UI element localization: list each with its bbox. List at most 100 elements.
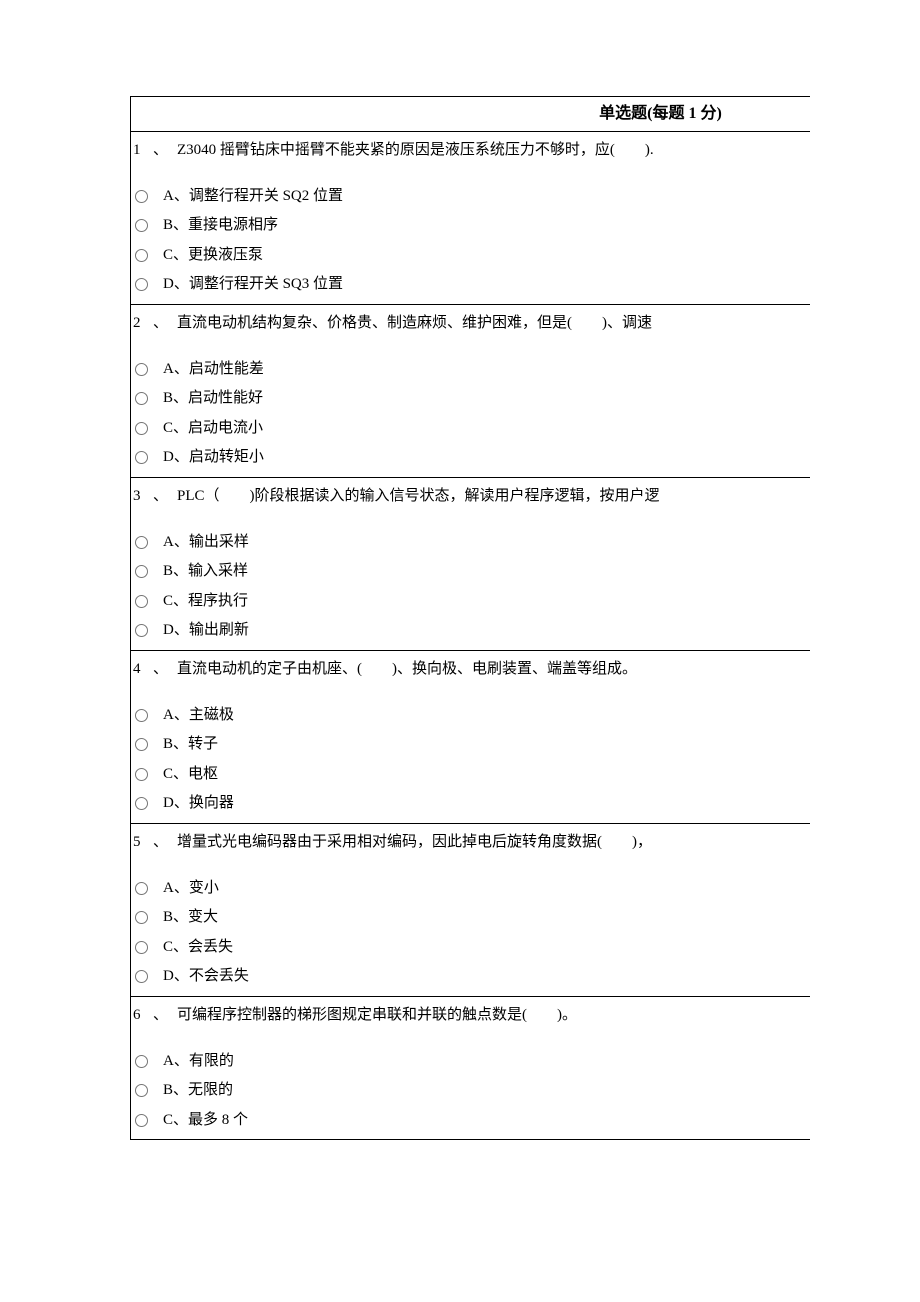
question-6: 6 、 可编程序控制器的梯形图规定串联和并联的触点数是( )。 A、有限的 B、… — [131, 997, 810, 1140]
option-text: A、变小 — [155, 876, 810, 902]
option-row: B、转子 — [131, 730, 810, 760]
option-radio[interactable] — [135, 709, 148, 722]
options-list: A、变小 B、变大 C、会丢失 D、不会丢失 — [131, 874, 810, 996]
option-row: B、启动性能好 — [131, 384, 810, 414]
option-radio[interactable] — [135, 970, 148, 983]
question-5: 5 、 增量式光电编码器由于采用相对编码，因此掉电后旋转角度数据( )， A、变… — [131, 824, 810, 997]
option-row: B、变大 — [131, 903, 810, 933]
option-text: B、转子 — [155, 732, 810, 758]
option-radio[interactable] — [135, 565, 148, 578]
options-list: A、调整行程开关 SQ2 位置 B、重接电源相序 C、更换液压泵 D、调整行程开… — [131, 182, 810, 304]
option-row: C、程序执行 — [131, 587, 810, 617]
question-number: 2 — [133, 311, 153, 335]
option-radio[interactable] — [135, 941, 148, 954]
option-radio[interactable] — [135, 1055, 148, 1068]
question-stem: 直流电动机的定子由机座、( )、换向极、电刷装置、端盖等组成。 — [177, 657, 808, 681]
question-number: 5 — [133, 830, 153, 854]
option-text: C、更换液压泵 — [155, 243, 810, 269]
option-text: B、变大 — [155, 905, 810, 931]
question-4: 4 、 直流电动机的定子由机座、( )、换向极、电刷装置、端盖等组成。 A、主磁… — [131, 651, 810, 824]
option-text: A、启动性能差 — [155, 357, 810, 383]
option-row: D、输出刷新 — [131, 616, 810, 646]
option-text: B、启动性能好 — [155, 386, 810, 412]
question-number: 3 — [133, 484, 153, 508]
question-separator: 、 — [153, 484, 177, 508]
question-3: 3 、 PLC（ )阶段根据读入的输入信号状态，解读用户程序逻辑，按用户逻 A、… — [131, 478, 810, 651]
option-row: A、变小 — [131, 874, 810, 904]
option-row: B、输入采样 — [131, 557, 810, 587]
option-text: C、会丢失 — [155, 935, 810, 961]
option-text: C、程序执行 — [155, 589, 810, 615]
option-radio[interactable] — [135, 249, 148, 262]
option-text: A、主磁极 — [155, 703, 810, 729]
option-radio[interactable] — [135, 1114, 148, 1127]
question-1: 1 、 Z3040 摇臂钻床中摇臂不能夹紧的原因是液压系统压力不够时，应( ).… — [131, 132, 810, 305]
option-radio[interactable] — [135, 536, 148, 549]
option-text: A、调整行程开关 SQ2 位置 — [155, 184, 810, 210]
question-separator: 、 — [153, 138, 177, 162]
option-radio[interactable] — [135, 882, 148, 895]
option-text: B、无限的 — [155, 1078, 810, 1104]
option-text: D、调整行程开关 SQ3 位置 — [155, 272, 810, 298]
option-row: A、启动性能差 — [131, 355, 810, 385]
option-radio[interactable] — [135, 451, 148, 464]
option-text: C、启动电流小 — [155, 416, 810, 442]
question-stem: 可编程序控制器的梯形图规定串联和并联的触点数是( )。 — [177, 1003, 808, 1027]
question-separator: 、 — [153, 1003, 177, 1027]
option-radio[interactable] — [135, 911, 148, 924]
option-row: C、启动电流小 — [131, 414, 810, 444]
option-row: A、有限的 — [131, 1047, 810, 1077]
option-radio[interactable] — [135, 190, 148, 203]
section-header: 单选题(每题 1 分) — [131, 97, 810, 132]
option-radio[interactable] — [135, 595, 148, 608]
option-radio[interactable] — [135, 392, 148, 405]
option-radio[interactable] — [135, 1084, 148, 1097]
question-separator: 、 — [153, 657, 177, 681]
options-list: A、启动性能差 B、启动性能好 C、启动电流小 D、启动转矩小 — [131, 355, 810, 477]
options-list: A、输出采样 B、输入采样 C、程序执行 D、输出刷新 — [131, 528, 810, 650]
option-text: C、最多 8 个 — [155, 1108, 810, 1134]
question-number: 6 — [133, 1003, 153, 1027]
option-row: D、调整行程开关 SQ3 位置 — [131, 270, 810, 300]
option-radio[interactable] — [135, 624, 148, 637]
option-text: B、重接电源相序 — [155, 213, 810, 239]
option-text: B、输入采样 — [155, 559, 810, 585]
option-row: C、更换液压泵 — [131, 241, 810, 271]
option-text: A、有限的 — [155, 1049, 810, 1075]
option-row: A、调整行程开关 SQ2 位置 — [131, 182, 810, 212]
option-radio[interactable] — [135, 363, 148, 376]
option-row: C、电枢 — [131, 760, 810, 790]
question-text: 4 、 直流电动机的定子由机座、( )、换向极、电刷装置、端盖等组成。 — [131, 651, 810, 701]
option-radio[interactable] — [135, 768, 148, 781]
option-row: B、无限的 — [131, 1076, 810, 1106]
option-row: C、最多 8 个 — [131, 1106, 810, 1136]
question-text: 1 、 Z3040 摇臂钻床中摇臂不能夹紧的原因是液压系统压力不够时，应( ). — [131, 132, 810, 182]
question-text: 6 、 可编程序控制器的梯形图规定串联和并联的触点数是( )。 — [131, 997, 810, 1047]
option-row: B、重接电源相序 — [131, 211, 810, 241]
option-radio[interactable] — [135, 422, 148, 435]
option-row: A、主磁极 — [131, 701, 810, 731]
question-separator: 、 — [153, 830, 177, 854]
option-radio[interactable] — [135, 278, 148, 291]
question-text: 3 、 PLC（ )阶段根据读入的输入信号状态，解读用户程序逻辑，按用户逻 — [131, 478, 810, 528]
option-row: D、不会丢失 — [131, 962, 810, 992]
question-stem: PLC（ )阶段根据读入的输入信号状态，解读用户程序逻辑，按用户逻 — [177, 484, 808, 508]
question-number: 1 — [133, 138, 153, 162]
question-text: 5 、 增量式光电编码器由于采用相对编码，因此掉电后旋转角度数据( )， — [131, 824, 810, 874]
option-text: D、不会丢失 — [155, 964, 810, 990]
option-text: C、电枢 — [155, 762, 810, 788]
option-radio[interactable] — [135, 797, 148, 810]
option-row: D、换向器 — [131, 789, 810, 819]
option-radio[interactable] — [135, 738, 148, 751]
question-stem: 增量式光电编码器由于采用相对编码，因此掉电后旋转角度数据( )， — [177, 830, 808, 854]
question-stem: Z3040 摇臂钻床中摇臂不能夹紧的原因是液压系统压力不够时，应( ). — [177, 138, 808, 162]
option-radio[interactable] — [135, 219, 148, 232]
options-list: A、主磁极 B、转子 C、电枢 D、换向器 — [131, 701, 810, 823]
question-text: 2 、 直流电动机结构复杂、价格贵、制造麻烦、维护困难，但是( )、调速 — [131, 305, 810, 355]
question-separator: 、 — [153, 311, 177, 335]
option-text: D、启动转矩小 — [155, 445, 810, 471]
option-row: D、启动转矩小 — [131, 443, 810, 473]
question-number: 4 — [133, 657, 153, 681]
options-list: A、有限的 B、无限的 C、最多 8 个 — [131, 1047, 810, 1140]
option-row: A、输出采样 — [131, 528, 810, 558]
